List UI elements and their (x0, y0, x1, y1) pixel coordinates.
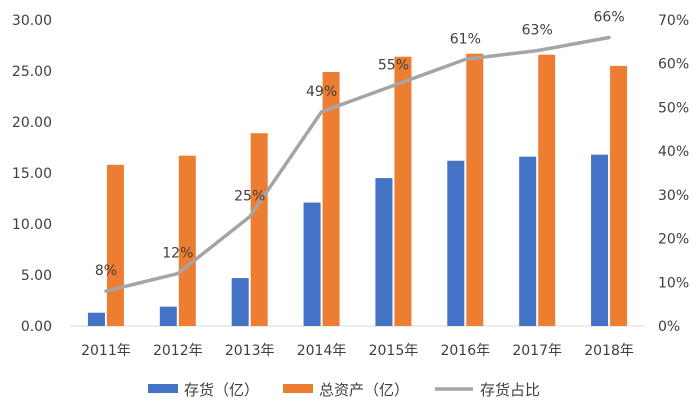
bar-total-assets (394, 56, 412, 326)
x-tick-label: 2014年 (297, 343, 347, 359)
left-tick-label: 20.00 (12, 115, 52, 131)
left-tick-label: 30.00 (12, 13, 52, 29)
line-point (321, 111, 323, 113)
data-label: 55% (378, 58, 409, 74)
legend-swatch (283, 384, 313, 393)
x-tick-label: 2015年 (369, 343, 419, 359)
bar-total-assets (106, 164, 124, 326)
x-tick-label: 2011年 (81, 343, 131, 359)
right-tick-label: 60% (658, 57, 689, 73)
data-label: 61% (450, 31, 481, 47)
right-tick-label: 70% (658, 13, 689, 29)
bar-inventory (159, 306, 177, 326)
bar-inventory (447, 160, 465, 326)
line-point (536, 50, 538, 52)
x-tick-label: 2018年 (584, 343, 634, 359)
left-tick-label: 5.00 (21, 268, 52, 284)
bar-total-assets (178, 155, 196, 326)
data-label: 8% (95, 263, 117, 279)
line-point (464, 58, 466, 60)
data-label: 63% (522, 23, 553, 39)
legend-label: 总资产（亿） (319, 381, 409, 399)
legend-label: 存货（亿） (184, 381, 259, 399)
line-point (177, 273, 179, 275)
bar-inventory (591, 154, 609, 326)
bar-total-assets (250, 133, 268, 326)
left-tick-label: 25.00 (12, 64, 52, 80)
x-tick-label: 2012年 (153, 343, 203, 359)
legend-swatch (148, 384, 178, 393)
bar-inventory (303, 202, 321, 326)
right-tick-label: 10% (658, 275, 689, 291)
left-tick-label: 15.00 (12, 166, 52, 182)
x-tick-label: 2017年 (512, 343, 562, 359)
right-tick-label: 40% (658, 144, 689, 160)
bar-total-assets (610, 65, 628, 327)
bar-total-assets (322, 72, 340, 327)
line-point (392, 85, 394, 87)
bar-total-assets (538, 54, 556, 327)
right-tick-label: 30% (658, 188, 689, 204)
bar-inventory (519, 156, 537, 326)
legend: 存货（亿） 总资产（亿） 存货占比 (148, 381, 540, 399)
x-axis: 2011年 2012年 2013年 2014年 2015年 2016年 2017年 2018年 (81, 343, 634, 359)
right-tick-label: 50% (658, 100, 689, 116)
line-inventory-ratio (104, 35, 611, 293)
line-point (249, 216, 251, 218)
data-label: 25% (234, 189, 265, 205)
plot-area: 8% 12% 25% 49% 55% 61% 63% 66% (70, 9, 645, 327)
left-tick-label: 10.00 (12, 217, 52, 233)
left-tick-label: 0.00 (21, 319, 52, 335)
x-tick-label: 2013年 (225, 343, 275, 359)
data-label: 12% (162, 246, 193, 262)
data-label: 66% (594, 9, 625, 25)
bar-total-assets (466, 53, 484, 326)
bar-inventory (87, 312, 105, 326)
legend-label: 存货占比 (480, 381, 540, 399)
bar-inventory (375, 178, 393, 326)
line-point (105, 290, 107, 292)
data-label: 49% (306, 84, 337, 100)
x-tick-label: 2016年 (440, 343, 490, 359)
right-tick-label: 20% (658, 232, 689, 248)
right-axis: 0% 10% 20% 30% 40% 50% 60% 70% (658, 13, 689, 335)
left-axis: 0.00 5.00 10.00 15.00 20.00 25.00 30.00 (12, 13, 52, 335)
bar-inventory (231, 278, 249, 326)
right-tick-label: 0% (658, 319, 680, 335)
line-point (608, 36, 610, 38)
